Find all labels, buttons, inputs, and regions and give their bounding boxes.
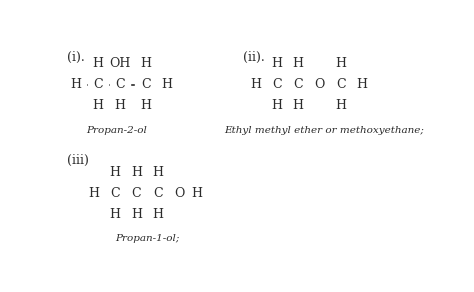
Text: (i).: (i). — [66, 51, 84, 64]
Text: H: H — [152, 208, 163, 221]
Text: C: C — [110, 187, 120, 200]
Text: H: H — [161, 78, 173, 91]
Text: H: H — [92, 57, 103, 70]
Text: C: C — [132, 187, 141, 200]
Text: H: H — [92, 99, 103, 112]
Text: H: H — [335, 57, 346, 70]
Text: H: H — [272, 99, 283, 112]
Text: H: H — [131, 166, 142, 179]
Text: H: H — [292, 99, 303, 112]
Text: H: H — [88, 187, 99, 200]
Text: (iii): (iii) — [66, 154, 89, 167]
Text: H: H — [70, 78, 81, 91]
Text: C: C — [272, 78, 282, 91]
Text: C: C — [115, 78, 125, 91]
Text: H: H — [250, 78, 261, 91]
Text: (ii).: (ii). — [243, 51, 264, 64]
Text: C: C — [293, 78, 303, 91]
Text: H: H — [140, 57, 151, 70]
Text: OH: OH — [109, 57, 130, 70]
Text: Propan-2-ol: Propan-2-ol — [86, 126, 146, 135]
Text: Propan-1-ol;: Propan-1-ol; — [115, 234, 180, 243]
Text: C: C — [141, 78, 150, 91]
Text: C: C — [153, 187, 163, 200]
Text: H: H — [292, 57, 303, 70]
Text: H: H — [152, 166, 163, 179]
Text: O: O — [314, 78, 325, 91]
Text: H: H — [109, 208, 120, 221]
Text: H: H — [356, 78, 367, 91]
Text: C: C — [336, 78, 346, 91]
Text: Ethyl methyl ether or methoxyethane;: Ethyl methyl ether or methoxyethane; — [224, 126, 424, 135]
Text: H: H — [109, 166, 120, 179]
Text: H: H — [191, 187, 202, 200]
Text: H: H — [114, 99, 125, 112]
Text: H: H — [131, 208, 142, 221]
Text: H: H — [272, 57, 283, 70]
Text: C: C — [93, 78, 103, 91]
Text: H: H — [140, 99, 151, 112]
Text: O: O — [174, 187, 184, 200]
Text: H: H — [335, 99, 346, 112]
